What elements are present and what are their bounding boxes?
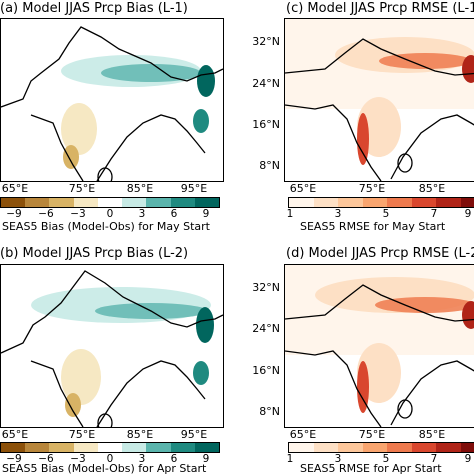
coastline-west — [30, 360, 84, 427]
lon-tick: 75°E — [68, 428, 96, 441]
coastline-north — [1, 26, 223, 108]
panel-title: (b) Model JJAS Prcp Bias (L-2) — [0, 246, 189, 261]
lat-tick: 8°N — [259, 405, 280, 418]
bias-colorbar — [0, 442, 220, 453]
coastline-north — [1, 270, 223, 354]
lon-tick: 65°E — [1, 182, 29, 195]
rmse-maximum — [462, 55, 474, 83]
sri-lanka-outline — [97, 413, 113, 427]
colorbar-label: SEAS5 RMSE for Apr Start — [300, 462, 442, 475]
colorbar-label: SEAS5 Bias (Model-Obs) for Apr Start — [2, 462, 207, 475]
lon-tick: 65°E — [289, 182, 317, 195]
coastline-east — [390, 114, 474, 180]
lon-tick: 95°E — [180, 428, 208, 441]
coastline-west — [285, 104, 382, 181]
lat-tick: 24°N — [252, 77, 280, 90]
colorbar-tick: 5 — [382, 208, 390, 220]
rmse-west-coast — [357, 113, 369, 165]
rmse-map-may — [284, 18, 474, 182]
bias-maximum-south — [193, 361, 209, 385]
colorbar-tick: 9 — [202, 453, 210, 465]
colorbar-tick: 1 — [286, 453, 294, 465]
lat-tick: 32°N — [252, 35, 280, 48]
colorbar-tick: −9 — [6, 453, 22, 465]
rmse-colorbar — [288, 197, 474, 208]
colorbar-tick: 9 — [464, 453, 472, 465]
rmse-west-coast — [357, 361, 369, 413]
lon-tick: 85°E — [418, 428, 446, 441]
bias-negative-patch — [61, 349, 101, 405]
colorbar-tick: 7 — [430, 453, 438, 465]
lat-tick: 24°N — [252, 322, 280, 335]
colorbar-tick: −3 — [70, 208, 86, 220]
colorbar-tick: 1 — [286, 208, 294, 220]
bias-maximum — [196, 307, 214, 343]
rmse-map-apr — [284, 264, 474, 428]
coastline-north — [285, 284, 474, 322]
bias-map-apr — [0, 264, 224, 428]
rmse-band-strong — [375, 297, 474, 313]
coastline-west — [30, 114, 84, 181]
lat-tick: 16°N — [252, 364, 280, 377]
coastline-north — [285, 38, 474, 76]
coastline-east — [96, 114, 206, 181]
coastline-east — [96, 360, 206, 427]
lon-tick: 65°E — [1, 428, 29, 441]
rmse-band-strong — [379, 53, 471, 69]
lon-tick: 85°E — [418, 182, 446, 195]
sri-lanka-outline — [397, 399, 413, 419]
bias-map-may — [0, 18, 224, 182]
colorbar-tick: −6 — [38, 453, 54, 465]
colorbar-tick: 7 — [430, 208, 438, 220]
lat-tick: 8°N — [259, 159, 280, 172]
sri-lanka-outline — [397, 153, 413, 173]
lon-tick: 85°E — [126, 428, 154, 441]
colorbar-tick: 9 — [464, 208, 472, 220]
panel-title: (d) Model JJAS Prcp RMSE (L-2) — [286, 246, 474, 261]
bias-negative-core — [63, 145, 79, 169]
lat-tick: 32°N — [252, 281, 280, 294]
colorbar-tick: 3 — [334, 208, 342, 220]
colorbar-tick: 9 — [202, 208, 210, 220]
colorbar-tick: 0 — [106, 453, 114, 465]
colorbar-tick: −3 — [70, 453, 86, 465]
lon-tick: 75°E — [358, 182, 386, 195]
lon-tick: 65°E — [289, 428, 317, 441]
lon-tick: 85°E — [126, 182, 154, 195]
panel-title: (c) Model JJAS Prcp RMSE (L-1) — [286, 1, 474, 16]
colorbar-tick: 3 — [334, 453, 342, 465]
colorbar-tick: −9 — [6, 208, 22, 220]
lon-tick: 75°E — [358, 428, 386, 441]
colorbar-tick: 5 — [382, 453, 390, 465]
colorbar-label: SEAS5 RMSE for May Start — [300, 220, 446, 233]
bias-maximum-south — [193, 109, 209, 133]
rmse-colorbar — [288, 442, 474, 453]
colorbar-tick: 6 — [170, 208, 178, 220]
lat-tick: 16°N — [252, 118, 280, 131]
coastline-east — [390, 360, 474, 426]
lon-tick: 95°E — [180, 182, 208, 195]
colorbar-tick: 3 — [138, 453, 146, 465]
colorbar-tick: −6 — [38, 208, 54, 220]
rmse-maximum — [462, 301, 474, 329]
coastline-west — [285, 350, 382, 427]
colorbar-tick: 0 — [106, 208, 114, 220]
bias-colorbar — [0, 197, 220, 208]
colorbar-label: SEAS5 Bias (Model-Obs) for May Start — [2, 220, 210, 233]
sri-lanka-outline — [97, 167, 113, 181]
bias-negative-core — [65, 393, 81, 417]
panel-title: (a) Model JJAS Prcp Bias (L-1) — [0, 1, 188, 16]
colorbar-tick: 3 — [138, 208, 146, 220]
colorbar-tick: 6 — [170, 453, 178, 465]
bias-band-strong — [101, 64, 201, 82]
lon-tick: 75°E — [68, 182, 96, 195]
bias-maximum — [197, 65, 215, 97]
bias-negative-patch — [61, 103, 97, 155]
